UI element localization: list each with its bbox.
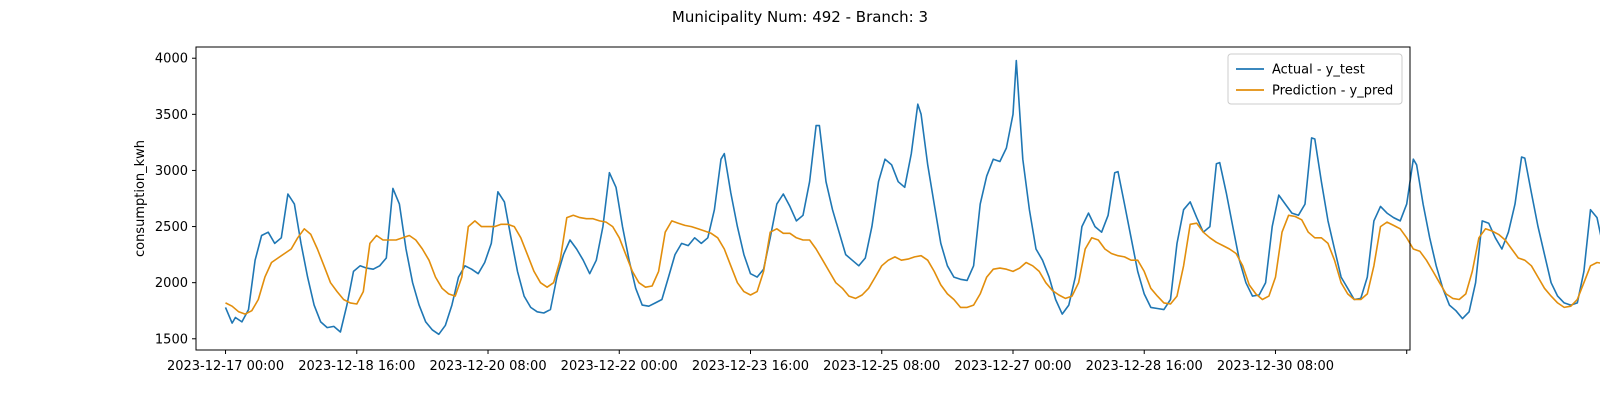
y-tick-label: 3500 xyxy=(155,108,188,123)
y-tick-label: 4000 xyxy=(155,52,188,67)
x-tick-label: 2023-12-22 00:00 xyxy=(561,359,678,374)
legend-label-0: Actual - y_test xyxy=(1272,63,1365,78)
x-tick-label: 2023-12-18 16:00 xyxy=(298,359,415,374)
x-tick-label: 2023-12-28 16:00 xyxy=(1086,359,1203,374)
x-axis: 2023-12-17 00:00 2023-12-18 16:00 2023-12-… xyxy=(167,350,1408,374)
y-tick-label: 3000 xyxy=(155,164,188,179)
x-tick-label: 2023-12-30 08:00 xyxy=(1217,359,1334,374)
series-line-0 xyxy=(224,59,1600,336)
x-tick-label: 2023-12-23 16:00 xyxy=(692,359,809,374)
y-tick-label: 2000 xyxy=(155,276,188,291)
x-tick-label: 2023-12-20 08:00 xyxy=(429,359,546,374)
y-tick-label: 2500 xyxy=(155,220,188,235)
legend: Actual - y_test Prediction - y_pred xyxy=(1227,53,1403,105)
x-tick-label: 2023-12-27 00:00 xyxy=(954,359,1071,374)
legend-label-1: Prediction - y_pred xyxy=(1272,84,1393,99)
plot-layer xyxy=(224,59,1600,336)
series-line-1 xyxy=(225,214,1600,315)
y-axis-label: consumption_kwh xyxy=(133,140,148,257)
y-tick-label: 1500 xyxy=(155,332,188,347)
chart-title: Municipality Num: 492 - Branch: 3 xyxy=(672,8,928,26)
legend-box xyxy=(1227,53,1403,105)
x-tick-label: 2023-12-25 08:00 xyxy=(823,359,940,374)
y-axis: 1500 2000 2500 3000 3500 4000 xyxy=(155,52,196,347)
plot-frame xyxy=(195,46,1411,351)
x-tick-label: 2023-12-17 00:00 xyxy=(167,359,284,374)
